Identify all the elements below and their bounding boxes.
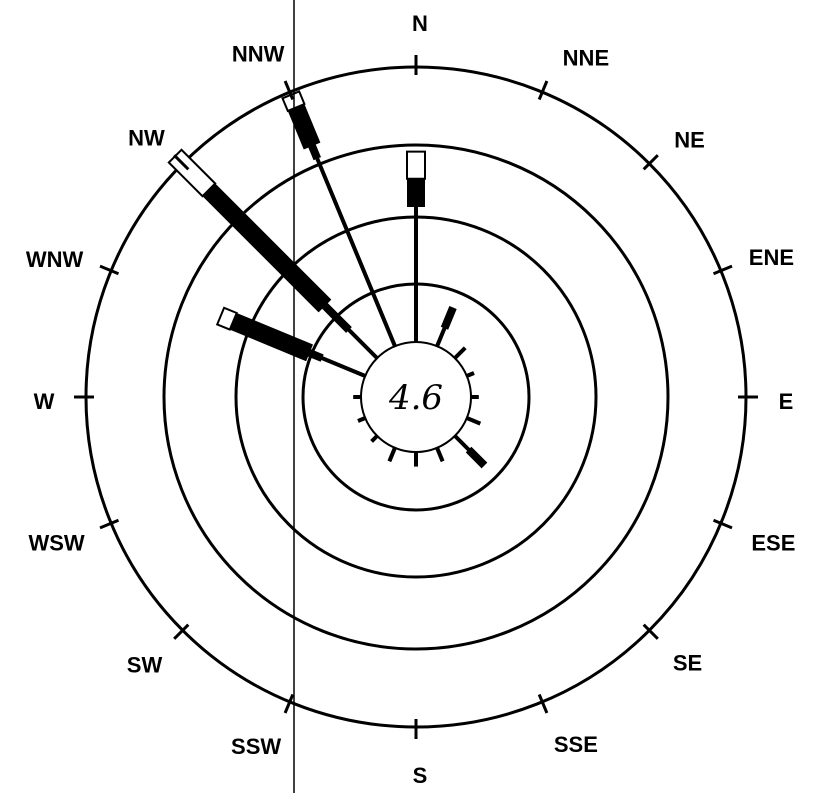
- petal-segment: [314, 155, 398, 348]
- petal-segment: [414, 451, 418, 467]
- tick-ese: [712, 518, 733, 530]
- direction-label-wnw: WNW: [26, 247, 84, 272]
- direction-label-se: SE: [673, 650, 702, 675]
- petal-nne: [434, 305, 457, 348]
- direction-label-nw: NW: [128, 125, 165, 150]
- tick-sw: [173, 623, 190, 640]
- direction-label-nne: NNE: [563, 45, 609, 70]
- direction-label-ene: ENE: [749, 245, 794, 270]
- petal-ssw: [387, 446, 398, 463]
- tick-nw: [173, 154, 190, 171]
- petal-segment: [387, 446, 398, 463]
- petal-segment: [319, 355, 367, 379]
- petal-segment: [407, 177, 425, 207]
- petal-segment: [346, 327, 380, 361]
- direction-label-wsw: WSW: [28, 531, 84, 556]
- petal-se: [452, 433, 488, 469]
- direction-label-sse: SSE: [554, 732, 598, 757]
- calm-percent-label: 4.6: [388, 378, 443, 418]
- tick-wsw: [99, 518, 120, 530]
- tick-sse: [537, 693, 549, 714]
- direction-label-w: W: [34, 389, 55, 414]
- tick-ne: [642, 154, 659, 171]
- direction-label-ssw: SSW: [231, 734, 281, 759]
- petal-ene: [465, 371, 475, 379]
- tick-nne: [537, 80, 549, 101]
- petal-ne: [452, 346, 467, 361]
- petal-segment: [215, 306, 239, 331]
- petal-segment: [470, 395, 479, 399]
- petal-segment: [452, 346, 467, 361]
- petal-segment: [434, 325, 448, 348]
- petals-layer: [167, 90, 488, 469]
- tick-se: [642, 623, 659, 640]
- petal-segment: [465, 415, 482, 426]
- tick-ene: [712, 264, 733, 276]
- petal-segment: [465, 371, 475, 379]
- petal-segment: [414, 205, 418, 343]
- tick-nnw: [283, 80, 295, 101]
- petal-segment: [370, 433, 380, 443]
- petal-segment: [201, 182, 332, 313]
- petal-sse: [434, 446, 445, 463]
- tick-ssw: [283, 693, 295, 714]
- petal-segment: [465, 446, 488, 469]
- direction-label-ese: ESE: [751, 531, 795, 556]
- direction-label-n: N: [412, 11, 428, 36]
- petal-e: [470, 395, 479, 399]
- frequency-ring: [162, 143, 670, 651]
- direction-labels-layer: N NNE NE ENE E ESE SE SSE S SSW SW WSW W WNW NW NNW: [26, 11, 796, 788]
- direction-label-ne: NE: [674, 127, 705, 152]
- petal-ese: [465, 415, 482, 426]
- petal-s: [414, 451, 418, 467]
- petal-nw: [167, 148, 380, 361]
- petal-nnw: [281, 90, 398, 348]
- tick-marks-layer: [74, 55, 758, 739]
- petal-segment: [406, 150, 426, 180]
- petal-n: [406, 150, 426, 343]
- petal-wnw: [215, 306, 367, 379]
- direction-label-e: E: [779, 389, 794, 414]
- direction-label-sw: SW: [127, 652, 163, 677]
- petal-segment: [440, 305, 457, 330]
- petal-sw: [370, 433, 380, 443]
- petal-segment: [452, 433, 472, 453]
- petal-segment: [434, 446, 445, 463]
- petal-w: [353, 395, 362, 399]
- direction-label-s: S: [413, 763, 428, 788]
- petal-wsw: [357, 415, 367, 423]
- petal-segment: [357, 415, 367, 423]
- petal-segment: [353, 395, 362, 399]
- tick-wnw: [99, 264, 120, 276]
- direction-label-nnw: NNW: [232, 41, 285, 66]
